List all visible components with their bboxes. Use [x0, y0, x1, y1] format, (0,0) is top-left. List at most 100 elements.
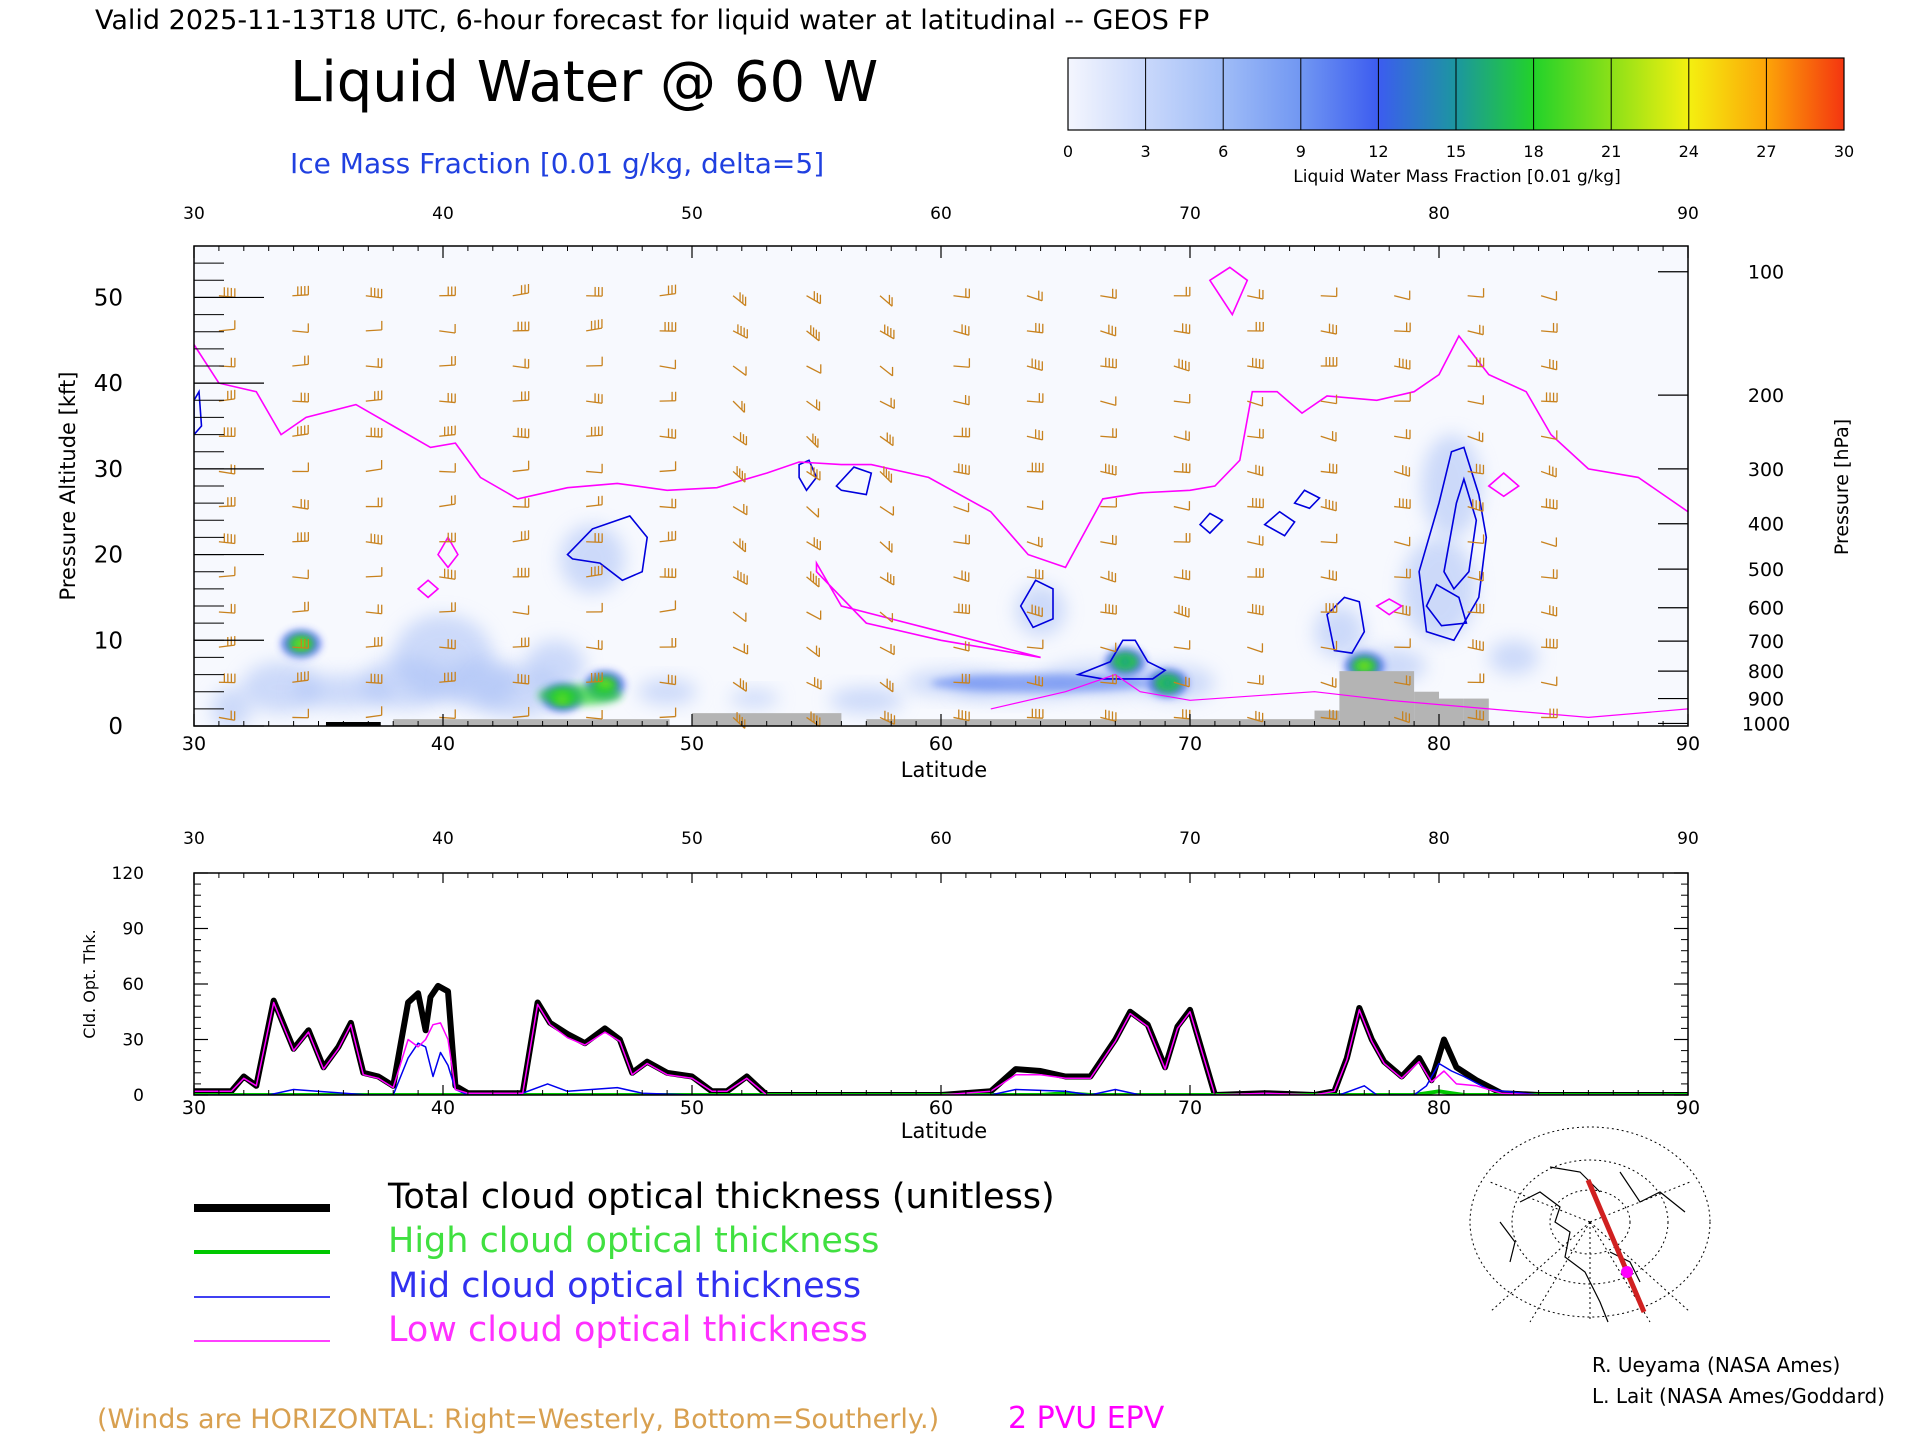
wind-barb [1540, 498, 1558, 510]
liquid-water-blob-core [1358, 662, 1371, 670]
wind-barb [953, 603, 971, 615]
wind-barb [1540, 291, 1558, 301]
wind-barb [586, 639, 603, 651]
tick-label: 1000 [1742, 713, 1790, 735]
wind-barb [879, 397, 895, 409]
colorbar-tick-label: 15 [1446, 142, 1466, 161]
wind-barb [1247, 464, 1264, 477]
wind-barb [1173, 501, 1191, 511]
tick-label: 40 [94, 371, 123, 397]
tick-label: 90 [1676, 733, 1700, 755]
wind-barb [953, 709, 970, 722]
wind-barb [953, 463, 970, 476]
wind-barb [1320, 640, 1338, 651]
wind-barb [732, 570, 748, 586]
tick-label: 50 [681, 829, 703, 849]
epv-contour-loop [1208, 266, 1249, 317]
ice-contour-loop [1425, 583, 1468, 627]
wind-barb [953, 288, 970, 299]
wind-barb [659, 638, 677, 648]
wind-barb [732, 365, 747, 376]
ice-cloud-patch [1401, 537, 1477, 641]
wind-barb [292, 708, 310, 719]
wind-barb [1541, 392, 1558, 403]
wind-barb [1247, 289, 1264, 300]
optical-thickness-xlabel: Latitude [901, 1119, 987, 1143]
wind-barb [439, 324, 456, 334]
wind-barb [1100, 396, 1117, 407]
wind-barb [659, 321, 677, 332]
wind-barb [586, 710, 603, 720]
tick-label: 70 [1179, 204, 1201, 224]
winds-note: (Winds are HORIZONTAL: Right=Westerly, B… [97, 1404, 939, 1435]
wind-barb [1394, 290, 1411, 301]
wind-barb [1467, 709, 1485, 721]
wind-barb [1100, 603, 1117, 615]
credit-line-1: R. Ueyama (NASA Ames) [1592, 1353, 1840, 1377]
wind-barb [292, 498, 309, 510]
wind-barb [806, 364, 822, 374]
wind-barb [1100, 357, 1117, 369]
valid-time-line: Valid 2025-11-13T18 UTC, 6-hour forecast… [95, 5, 1209, 36]
wind-barb [1173, 463, 1191, 474]
tick-label: 30 [94, 457, 123, 483]
tick-label: 30 [122, 1031, 144, 1051]
wind-barb [1173, 430, 1190, 442]
ground-segment [447, 719, 670, 726]
wind-barb [879, 294, 893, 307]
legend-label-total: Total cloud optical thickness (unitless) [387, 1177, 1055, 1217]
wind-barb [806, 433, 819, 448]
wind-barb [806, 711, 821, 727]
wind-barb [953, 358, 971, 368]
wind-barb [512, 283, 530, 297]
wind-barb [1320, 569, 1337, 581]
wind-barb [218, 533, 236, 545]
wind-barb [439, 709, 456, 720]
wind-barb [1173, 323, 1191, 335]
wind-barb [1394, 604, 1411, 617]
wind-barb [1100, 288, 1117, 299]
colorbar: 0 3 6 9 12 15 18 21 24 27 30 [1063, 57, 1854, 161]
tick-label: 900 [1748, 689, 1784, 711]
wind-barb [806, 325, 820, 342]
wind-barb [1026, 358, 1043, 371]
wind-barb [365, 427, 383, 438]
wind-barb [365, 673, 383, 684]
wind-barb [1541, 708, 1558, 719]
tick-label: 50 [680, 1097, 704, 1119]
colorbar-tick-label: 21 [1601, 142, 1621, 161]
wind-barb [218, 566, 236, 578]
wind-barb [1394, 322, 1411, 333]
wind-barb [439, 463, 456, 473]
tick-label: 90 [1676, 1097, 1700, 1119]
wind-barb [218, 603, 236, 614]
cross-section-y2label: Pressure [hPa] [1831, 419, 1853, 555]
wind-barb [218, 496, 236, 508]
tick-label: 90 [1677, 829, 1699, 849]
liquid-water-band [537, 685, 622, 706]
wind-barb [365, 460, 383, 473]
wind-barb [1173, 604, 1190, 618]
wind-barb [1467, 571, 1484, 582]
tick-label: 80 [1427, 1097, 1451, 1119]
wind-barb [512, 358, 530, 369]
ice-contour-loop [1326, 596, 1366, 654]
wind-barb [732, 678, 747, 692]
wind-barb [879, 466, 893, 484]
optical-thickness-ylabel: Cld. Opt. Thk. [80, 929, 99, 1038]
colorbar-tick-label: 3 [1141, 142, 1151, 161]
wind-barb [439, 639, 456, 650]
wind-barb [732, 643, 749, 655]
wind-barb [953, 570, 970, 583]
ice-cloud-patch [1314, 606, 1365, 658]
wind-barb [732, 324, 748, 339]
tick-label: 100 [1748, 262, 1784, 284]
wind-barb [218, 427, 236, 438]
ice-contour-loop [1263, 510, 1296, 537]
wind-barb [659, 284, 677, 297]
epv-contour-loop [437, 535, 459, 569]
wind-barb [806, 571, 820, 588]
ice-contour-loop [566, 515, 649, 582]
wind-barb [1320, 431, 1337, 442]
